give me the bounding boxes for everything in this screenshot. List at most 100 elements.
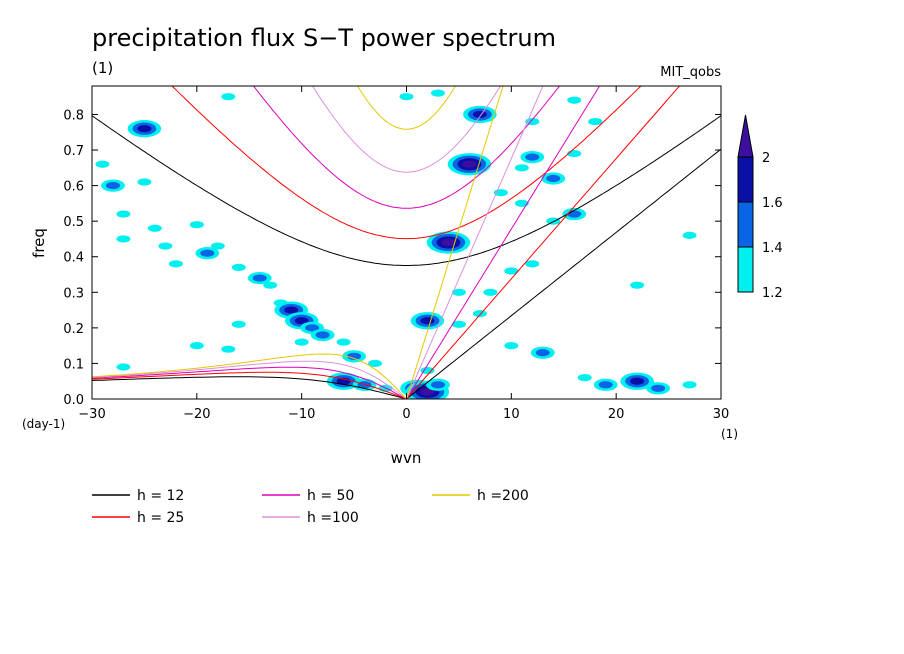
kelvin-curve: [406, 86, 601, 399]
legend-label: h = 12: [137, 488, 184, 504]
colorbar-label: 1.6: [762, 196, 783, 211]
rossby-curve: [92, 366, 407, 399]
rossby-curve: [92, 376, 407, 399]
contour-region: [472, 110, 487, 119]
contour-region: [504, 267, 519, 275]
contour-region: [116, 210, 131, 218]
legend-label: h = 50: [307, 488, 354, 504]
colorbar: 1.2 1.4 1.6 2: [737, 114, 783, 301]
x-tick-label: 0: [402, 407, 410, 422]
contour-region: [116, 235, 131, 243]
contour-region: [347, 352, 362, 360]
contour-region: [305, 324, 320, 332]
x-axis: −30 −20 −10 0 10 20 30: [78, 86, 729, 422]
contour-region: [315, 331, 330, 339]
contour-region: [420, 317, 435, 325]
contour-region: [441, 238, 456, 247]
legend: h = 12 h = 25 h = 50 h =100 h =200: [92, 488, 529, 526]
plot-area: [92, 86, 721, 399]
chart-title: precipitation flux S−T power spectrum: [92, 24, 556, 52]
contour-region: [420, 388, 435, 396]
kelvin-curve: [406, 148, 721, 399]
contour-region: [168, 260, 183, 268]
legend-label: h =200: [477, 488, 529, 504]
contour-region: [221, 345, 236, 353]
contour-region: [189, 342, 204, 350]
colorbar-label: 1.4: [762, 241, 783, 256]
contour-region: [200, 249, 215, 257]
dispersion-curve-layer: [92, 86, 721, 399]
rossby-curve: [92, 360, 407, 399]
contour-region: [504, 342, 519, 350]
y-tick-label: 0.3: [63, 286, 84, 301]
y-axis-label: freq: [30, 228, 48, 258]
x-tick-label: −20: [183, 407, 210, 422]
contour-region: [630, 281, 645, 289]
inertia-gravity-curve: [92, 115, 721, 266]
rossby-curve: [92, 353, 407, 399]
contour-region: [210, 242, 225, 250]
y-axis: 0.0 0.1 0.2 0.3 0.4 0.5 0.6 0.7 0.8: [63, 108, 721, 408]
contour-region: [525, 153, 540, 161]
contour-region: [598, 381, 613, 389]
contour-region: [158, 242, 173, 250]
inertia-gravity-curve: [252, 86, 561, 209]
contour-region: [588, 117, 603, 126]
inertia-gravity-curve: [356, 86, 457, 130]
contour-region: [420, 366, 435, 375]
y-tick-label: 0.5: [63, 215, 84, 230]
y-tick-label: 0.1: [63, 357, 84, 372]
colorbar-swatch: [737, 246, 754, 293]
contour-region: [451, 320, 466, 328]
contour-region: [682, 381, 697, 389]
contour-region: [567, 210, 582, 218]
contour-region: [137, 178, 152, 186]
legend-label: h = 25: [137, 510, 184, 526]
x-axis-unit: (1): [721, 427, 738, 441]
contour-region: [682, 231, 697, 239]
contour-region: [472, 310, 487, 318]
y-tick-label: 0.8: [63, 108, 84, 123]
contour-region: [263, 281, 278, 289]
contour-region: [430, 89, 445, 97]
colorbar-swatch: [737, 156, 754, 203]
chart-subtitle-right: MIT_qobs: [660, 65, 721, 80]
contour-region: [231, 320, 246, 328]
contour-region: [462, 160, 477, 168]
x-tick-label: −30: [78, 407, 105, 422]
contour-region: [294, 317, 309, 325]
chart-subtitle-left: (1): [92, 59, 113, 77]
y-tick-label: 0.2: [63, 322, 84, 337]
contour-region: [368, 359, 383, 368]
contour-region: [430, 381, 445, 389]
colorbar-label: 1.2: [762, 286, 783, 301]
contour-region: [116, 363, 131, 371]
contour-region: [451, 288, 466, 296]
contour-region: [221, 93, 236, 101]
x-tick-label: 10: [503, 407, 520, 422]
kelvin-curve: [406, 86, 504, 399]
rossby-curve: [92, 371, 407, 399]
contour-region: [294, 338, 309, 346]
x-axis-label: wvn: [391, 449, 422, 467]
y-tick-label: 0.6: [63, 180, 84, 195]
contour-region: [399, 93, 414, 101]
contour-region: [535, 349, 550, 357]
inertia-gravity-curve: [311, 86, 502, 173]
contour-region: [567, 149, 582, 158]
contour-region: [483, 288, 498, 296]
contour-region: [630, 377, 645, 385]
y-tick-label: 0.4: [63, 251, 84, 266]
contour-region: [651, 384, 666, 392]
kelvin-curve: [406, 86, 681, 399]
contour-region: [284, 306, 299, 314]
contour-region: [525, 260, 540, 268]
contour-region: [567, 96, 582, 104]
contour-region: [147, 224, 162, 232]
kelvin-curve: [406, 86, 544, 399]
contour-region: [514, 199, 529, 207]
contour-region: [137, 125, 152, 133]
colorbar-label: 2: [762, 151, 770, 166]
contour-region: [231, 263, 246, 271]
